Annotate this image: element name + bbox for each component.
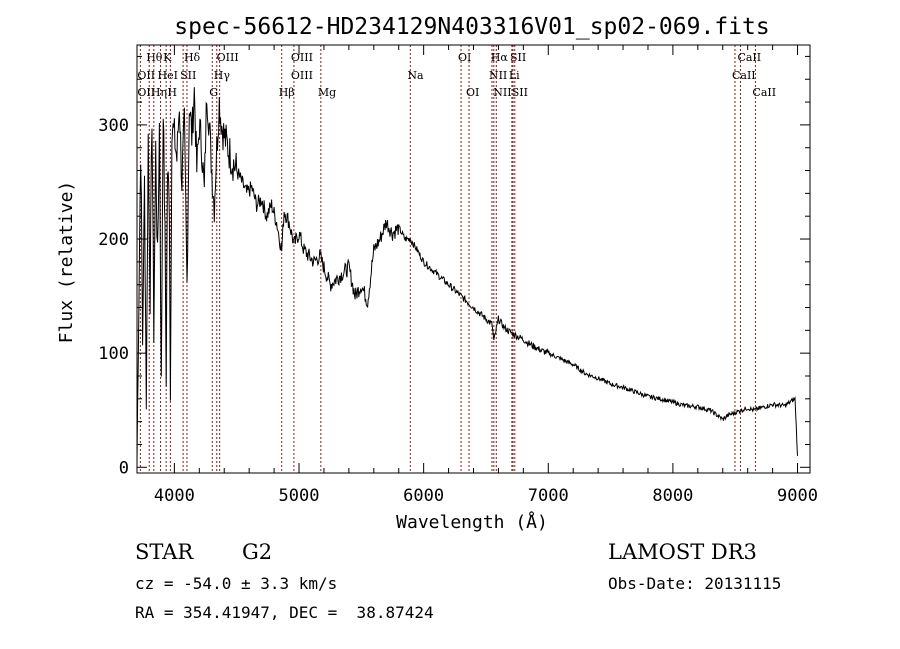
ra-dec-coordinates: RA = 354.41947, DEC = 38.87424 bbox=[135, 603, 434, 622]
line-label-3: OIII bbox=[217, 51, 239, 64]
line-label-13: OIII bbox=[291, 69, 313, 82]
line-label-1: K bbox=[163, 51, 172, 64]
line-label-21: G bbox=[209, 86, 218, 99]
line-label-25: NII bbox=[493, 86, 511, 99]
class-label: STAR bbox=[135, 540, 194, 564]
line-label-6: Hα bbox=[491, 51, 509, 64]
spectrum-line bbox=[136, 87, 798, 463]
x-axis-label: Wavelength (Å) bbox=[396, 511, 548, 533]
survey-label: LAMOST DR3 bbox=[608, 540, 757, 564]
x-tick-label-0: 4000 bbox=[154, 486, 195, 506]
line-markers: HθKHδOIIIOIIIOIHαSIICaIIOIIHeISIIHγOIIIN… bbox=[137, 45, 776, 473]
line-label-20: H bbox=[167, 86, 177, 99]
y-axis-label: Flux (relative) bbox=[56, 181, 77, 344]
line-label-27: CaII bbox=[752, 86, 776, 99]
line-label-19: Hη bbox=[151, 86, 167, 99]
y-tick-label-1: 100 bbox=[98, 344, 129, 364]
redshift-velocity: cz = -54.0 ± 3.3 km/s bbox=[135, 574, 338, 593]
line-label-4: OIII bbox=[291, 51, 313, 64]
spectrum-plot: spec-56612-HD234129N403316V01_sp02-069.f… bbox=[56, 14, 818, 533]
line-label-12: Hγ bbox=[214, 69, 231, 82]
axis-ticks: 4000 5000 6000 7000 8000 9000 0 100 200 300 bbox=[98, 45, 818, 506]
y-tick-label-2: 200 bbox=[98, 230, 129, 250]
line-label-26: SII bbox=[512, 86, 528, 99]
line-label-14: Na bbox=[407, 69, 424, 82]
line-label-5: OI bbox=[458, 51, 471, 64]
y-tick-label-0: 0 bbox=[119, 458, 129, 478]
subclass-label: G2 bbox=[242, 540, 273, 564]
x-tick-label-4: 8000 bbox=[652, 486, 693, 506]
x-tick-label-1: 5000 bbox=[279, 486, 320, 506]
line-label-17: CaII bbox=[732, 69, 756, 82]
line-label-2: Hδ bbox=[184, 51, 201, 64]
line-label-8: CaII bbox=[737, 51, 761, 64]
line-label-23: Mg bbox=[318, 86, 336, 99]
line-label-10: HeI bbox=[158, 69, 178, 82]
x-tick-label-5: 9000 bbox=[777, 486, 818, 506]
x-tick-label-2: 6000 bbox=[403, 486, 444, 506]
line-label-18: OII bbox=[137, 86, 155, 99]
x-tick-label-3: 7000 bbox=[528, 486, 569, 506]
line-label-22: Hβ bbox=[279, 86, 295, 99]
line-label-11: SII bbox=[180, 69, 196, 82]
line-label-16: Li bbox=[509, 69, 520, 82]
observation-date: Obs-Date: 20131115 bbox=[608, 574, 782, 593]
line-label-15: NII bbox=[489, 69, 507, 82]
line-label-24: OI bbox=[466, 86, 479, 99]
line-label-0: Hθ bbox=[146, 51, 163, 64]
y-tick-label-3: 300 bbox=[98, 116, 129, 136]
chart-title: spec-56612-HD234129N403316V01_sp02-069.f… bbox=[174, 14, 769, 40]
spectrum-series bbox=[136, 87, 798, 463]
line-label-7: SII bbox=[510, 51, 526, 64]
line-label-9: OII bbox=[137, 69, 155, 82]
